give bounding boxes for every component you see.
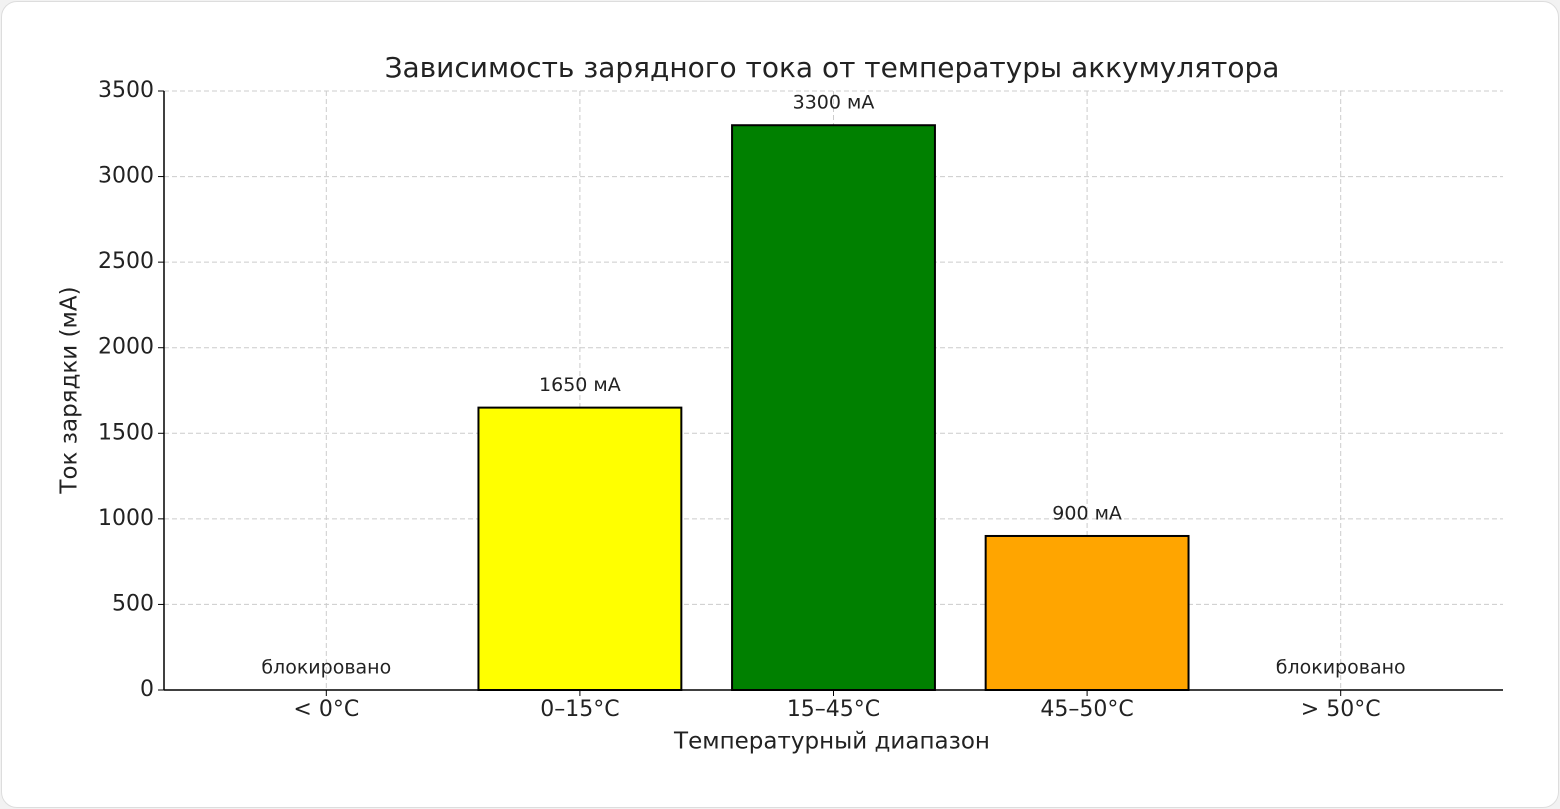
y-tick-label: 2000 bbox=[98, 335, 154, 360]
x-tick-label: > 50°C bbox=[1301, 697, 1381, 722]
x-tick-label: 15–45°C bbox=[787, 697, 880, 722]
y-tick-label: 1500 bbox=[98, 420, 154, 445]
x-tick-label: < 0°C bbox=[293, 697, 359, 722]
x-tick-label: 0–15°C bbox=[540, 697, 619, 722]
y-tick-label: 1000 bbox=[98, 506, 154, 531]
chart-title: Зависимость зарядного тока от температур… bbox=[385, 51, 1280, 84]
y-tick-label: 2500 bbox=[98, 249, 154, 274]
y-tick-label: 3000 bbox=[98, 164, 154, 189]
y-tick-label: 0 bbox=[140, 677, 154, 702]
bar bbox=[477, 406, 683, 691]
value-label: блокировано bbox=[261, 657, 391, 679]
value-label: 1650 мА bbox=[539, 374, 621, 396]
x-axis-label: Температурный диапазон bbox=[673, 729, 990, 755]
value-label: блокировано bbox=[1276, 657, 1406, 679]
y-tick-label: 500 bbox=[112, 591, 154, 616]
x-tick-label: 45–50°C bbox=[1040, 697, 1133, 722]
y-axis-label: Ток зарядки (мА) bbox=[57, 286, 83, 494]
bar bbox=[984, 534, 1190, 691]
bar bbox=[731, 124, 936, 691]
value-label: 900 мА bbox=[1052, 502, 1122, 524]
value-label: 3300 мА bbox=[793, 92, 875, 114]
y-tick-label: 3500 bbox=[98, 78, 154, 103]
